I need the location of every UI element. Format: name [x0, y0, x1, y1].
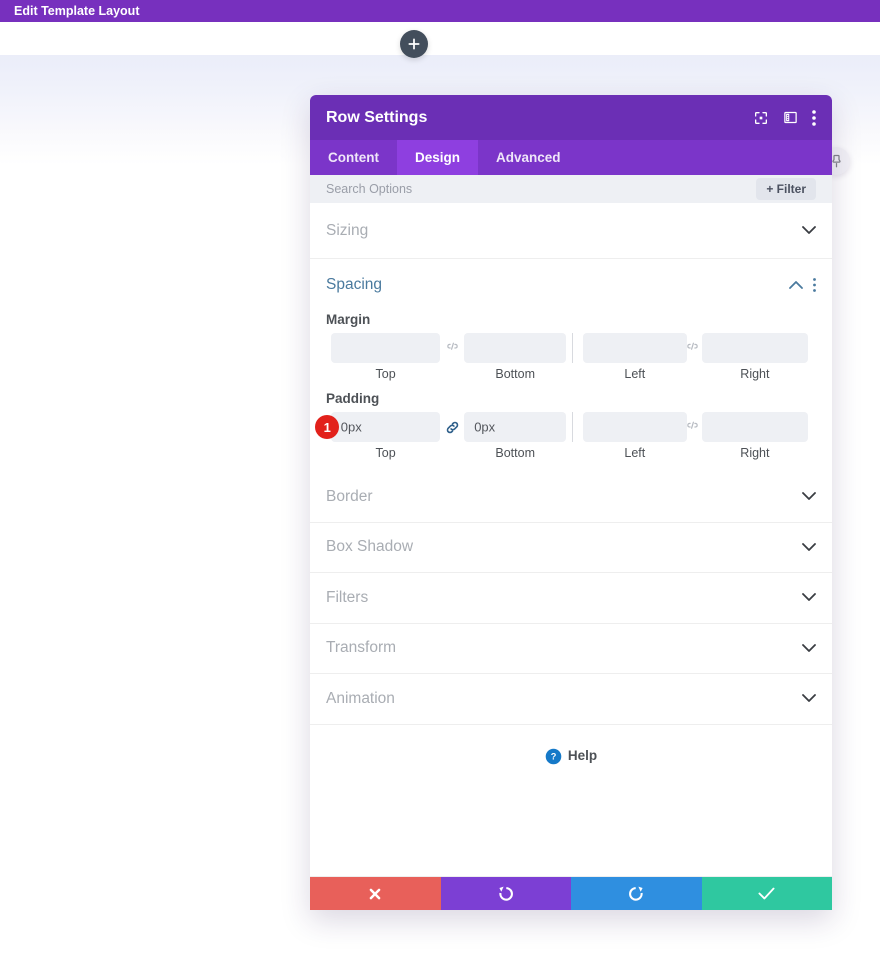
svg-text:?: ?	[551, 751, 557, 761]
